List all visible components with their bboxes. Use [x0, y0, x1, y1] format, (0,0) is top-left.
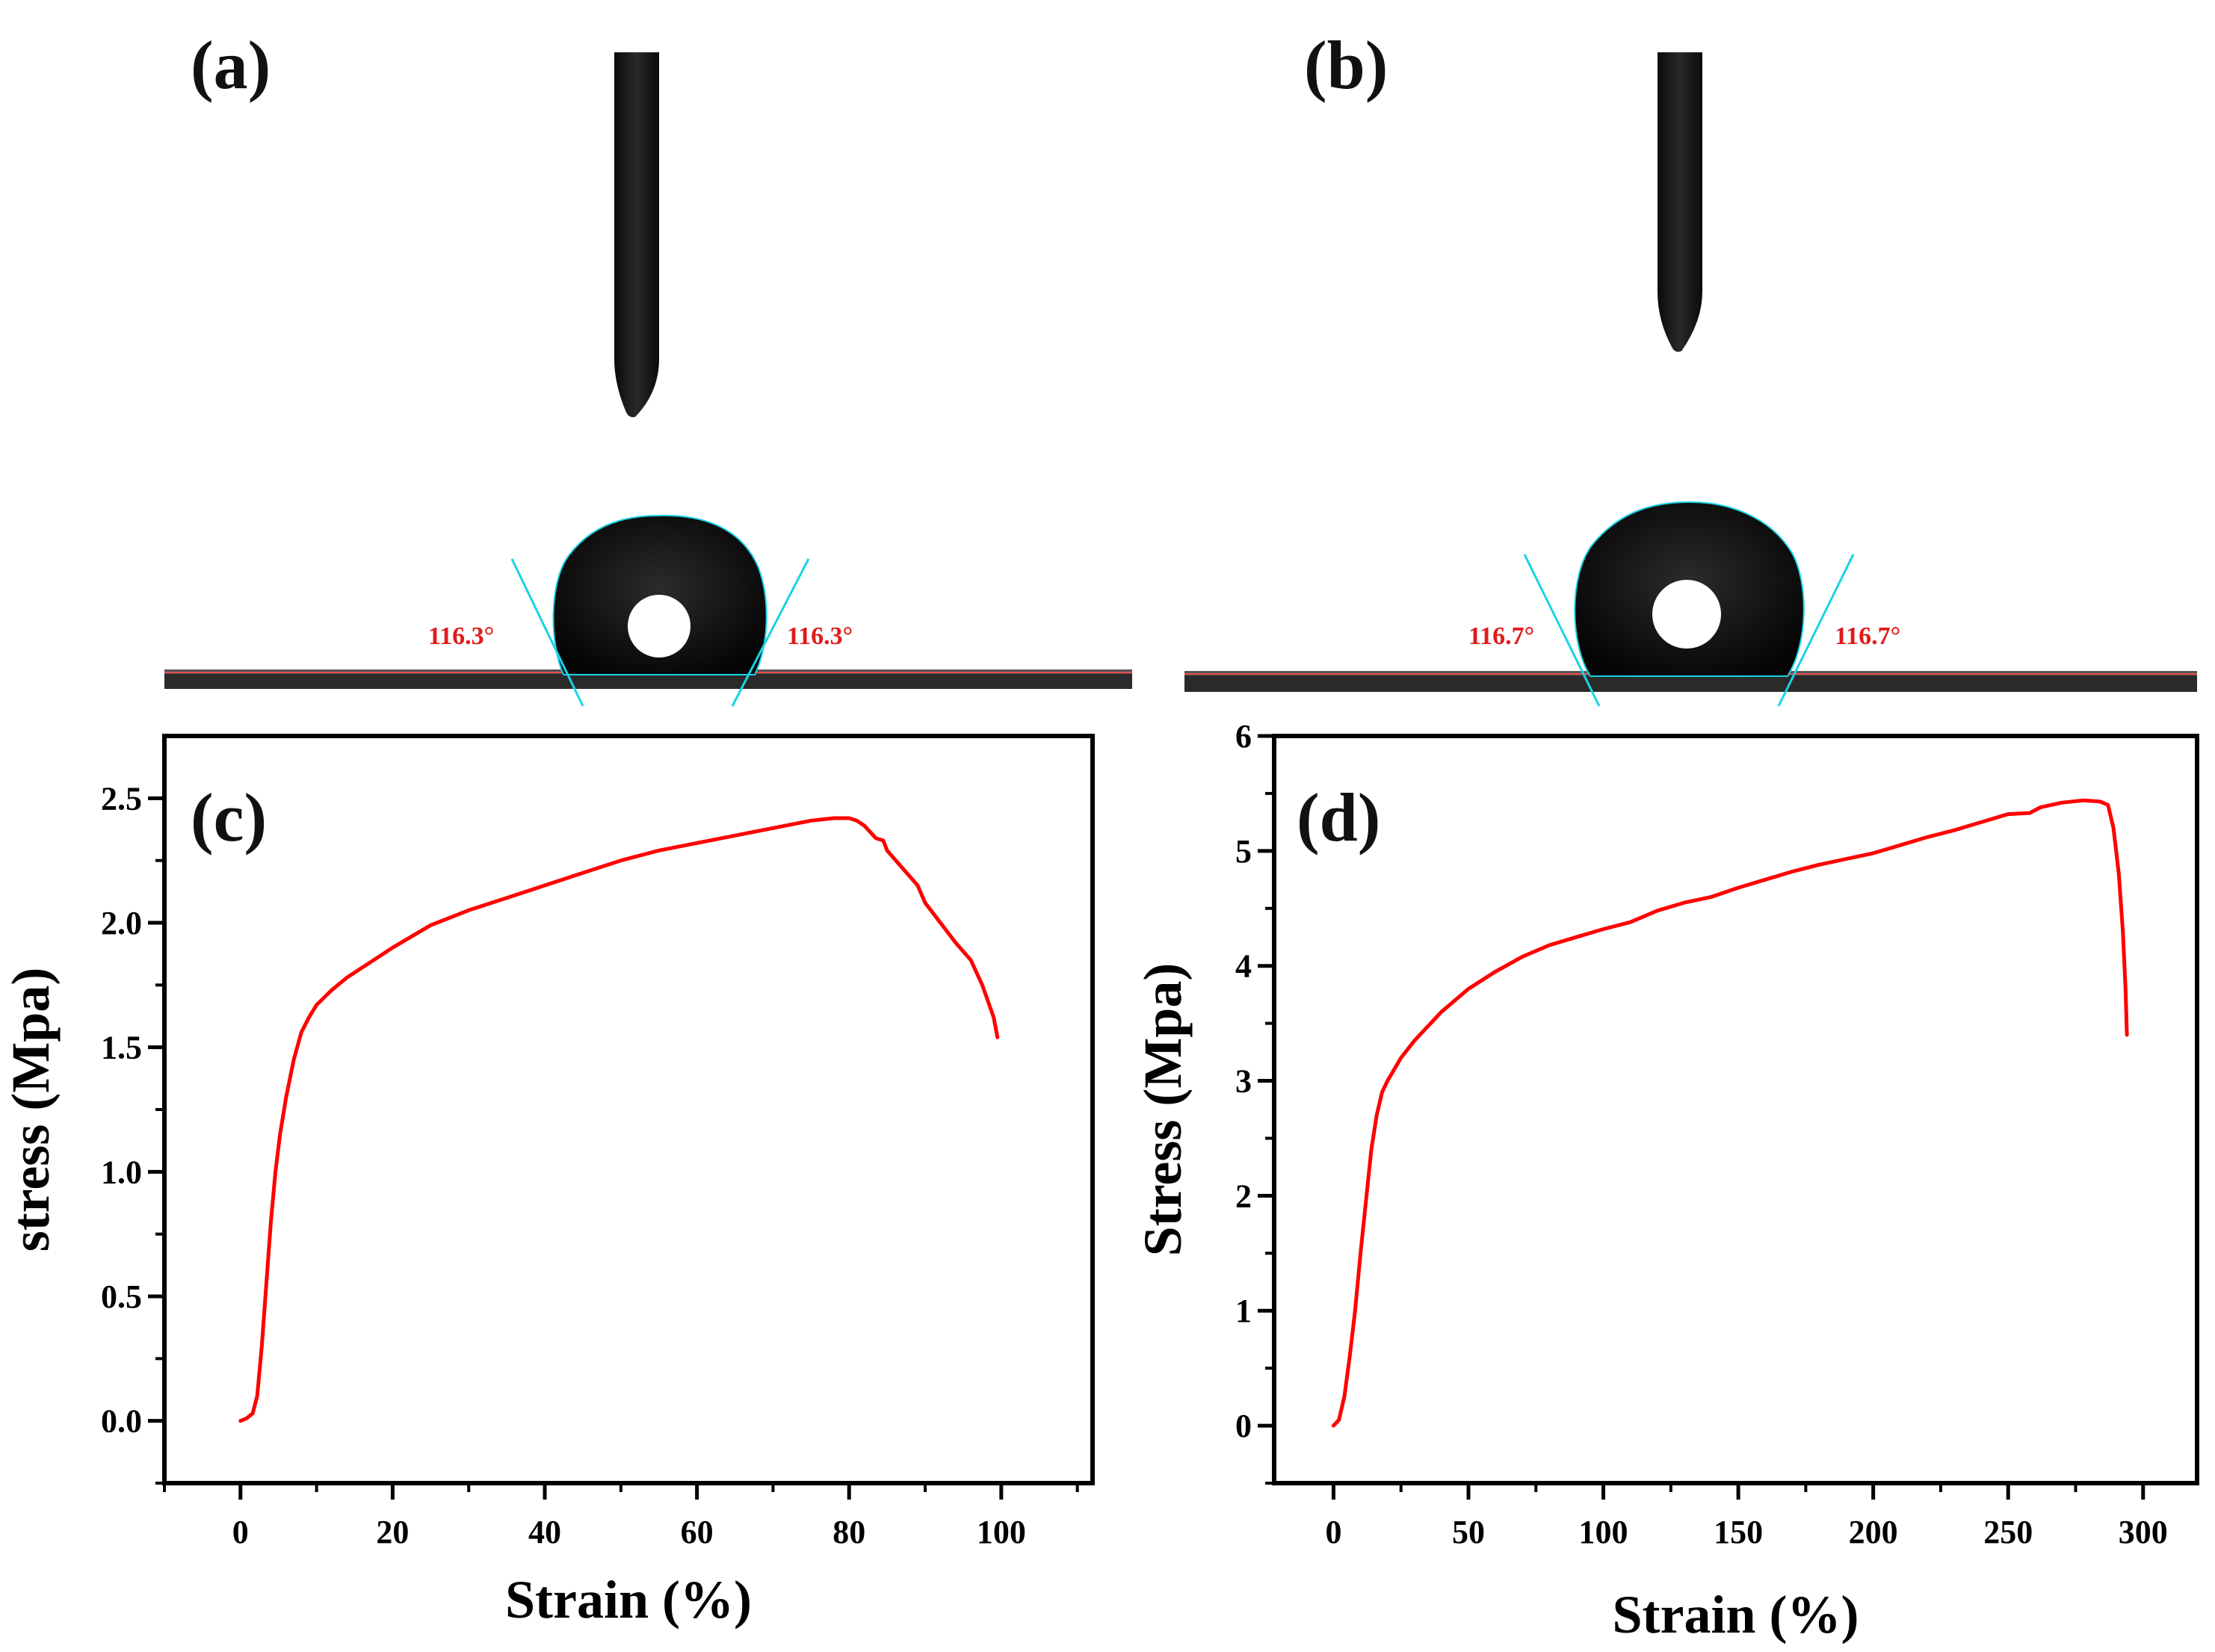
panel-label-d: (d) [1297, 779, 1380, 856]
x-tick-label-d: 0 [1325, 1514, 1341, 1550]
needle-a [614, 52, 659, 418]
droplet-highlight-b [1652, 580, 1721, 649]
needle-b [1658, 52, 1702, 352]
tangent-right-a [731, 558, 810, 707]
y-axis-title-c: stress (Mpa) [1, 968, 61, 1252]
panel-label-c: (c) [191, 779, 267, 856]
stress-strain-curve-d [1331, 798, 2129, 1428]
y-tick-label-d: 4 [1235, 948, 1252, 985]
tangent-left-a [510, 558, 584, 707]
y-tick-label-d: 2 [1235, 1178, 1252, 1214]
droplet-highlight-a [628, 595, 691, 658]
contact-angle-right-a: 116.3° [787, 622, 853, 650]
y-tick-label-d: 0 [1235, 1408, 1252, 1444]
chart-d: (d) 0 50 100 150 200 250 300 0 1 2 3 4 5 6 Strain (%) St… [1133, 718, 2199, 1645]
plot-frame-d [1272, 734, 2199, 1485]
y-tick-label-c: 1.0 [101, 1154, 142, 1190]
tangent-right-b [1777, 554, 1855, 707]
y-tick-label-d: 6 [1235, 718, 1252, 755]
contact-angle-right-b: 116.7° [1835, 622, 1900, 650]
x-tick-label-d: 100 [1579, 1514, 1628, 1550]
panel-b: (b) 116.7° 116.7° [1184, 27, 2197, 707]
y-tick-label-c: 0.0 [101, 1403, 142, 1440]
contact-angle-left-b: 116.7° [1468, 622, 1534, 650]
tangent-left-b [1523, 554, 1601, 707]
x-axis-title-d: Strain (%) [1613, 1585, 1859, 1645]
y-tick-label-d: 1 [1235, 1293, 1252, 1329]
chart-c: (c) 0 20 40 60 80 100 0.0 0.5 1.0 1.5 2.0 2.5 Strain … [1, 734, 1095, 1630]
panel-label-a: (a) [191, 27, 271, 103]
y-axis-title-d: Stress (Mpa) [1133, 963, 1193, 1257]
y-tick-label-d: 5 [1235, 833, 1252, 870]
x-tick-label-d: 200 [1849, 1514, 1898, 1550]
x-tick-label-c: 60 [681, 1514, 714, 1550]
x-axis-title-c: Strain (%) [505, 1570, 752, 1630]
x-tick-label-d: 150 [1714, 1514, 1763, 1550]
y-tick-label-c: 2.0 [101, 905, 142, 941]
y-tick-label-d: 3 [1235, 1063, 1252, 1100]
panel-a: (a) 116.3° 116.3° [164, 27, 1132, 707]
x-tick-label-c: 40 [528, 1514, 561, 1550]
contact-angle-left-a: 116.3° [428, 622, 494, 650]
x-tick-label-d: 50 [1452, 1514, 1485, 1550]
y-tick-label-c: 1.5 [101, 1030, 142, 1066]
x-tick-label-d: 250 [1983, 1514, 2033, 1550]
x-tick-label-c: 20 [376, 1514, 409, 1550]
x-tick-label-c: 80 [832, 1514, 865, 1550]
panel-label-b: (b) [1304, 27, 1388, 103]
x-tick-label-d: 300 [2119, 1514, 2168, 1550]
x-tick-label-c: 100 [977, 1514, 1026, 1550]
y-tick-label-c: 2.5 [101, 780, 142, 817]
plot-frame-c [162, 734, 1095, 1485]
substrate-a [164, 672, 1132, 689]
x-tick-label-c: 0 [232, 1514, 249, 1550]
y-tick-label-c: 0.5 [101, 1278, 142, 1315]
stress-strain-curve-c [238, 816, 1000, 1423]
